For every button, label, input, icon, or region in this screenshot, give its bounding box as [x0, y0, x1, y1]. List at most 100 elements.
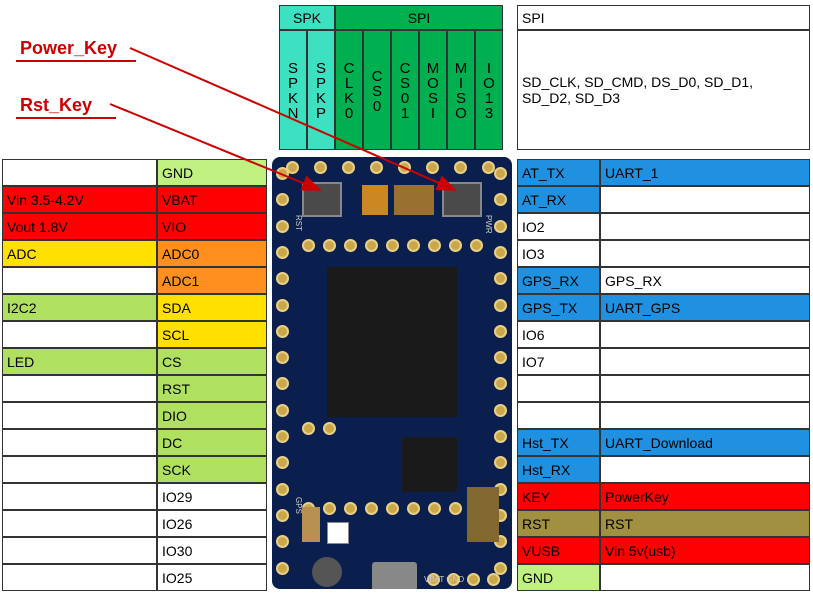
solder-pad — [276, 299, 289, 312]
top-pin-spkn: SPKN — [279, 30, 307, 150]
solder-pad — [276, 535, 289, 548]
solder-pad — [276, 404, 289, 417]
right-func-cell: UART_Download — [600, 429, 810, 456]
right-pin-cell: Hst_TX — [517, 429, 600, 456]
solder-pad — [365, 239, 378, 252]
solder-pad — [276, 351, 289, 364]
solder-pad — [276, 430, 289, 443]
solder-pad — [344, 502, 357, 515]
solder-pad — [344, 239, 357, 252]
solder-pad — [276, 562, 289, 575]
left-func-cell — [2, 402, 157, 429]
left-pin-cell: DIO — [157, 402, 267, 429]
right-func-cell — [600, 456, 810, 483]
solder-pad — [494, 272, 507, 285]
power-key-label: Power_Key — [20, 38, 117, 59]
usb-port — [372, 562, 417, 589]
left-func-cell — [2, 483, 157, 510]
left-func-cell: Vin 3.5-4.2V — [2, 186, 157, 213]
solder-pad — [323, 422, 336, 435]
solder-pad — [467, 573, 480, 586]
solder-pad — [276, 193, 289, 206]
solder-pad — [454, 161, 467, 174]
solder-pad — [494, 299, 507, 312]
board-led — [327, 522, 349, 544]
left-func-cell — [2, 159, 157, 186]
left-pin-cell: ADC1 — [157, 267, 267, 294]
left-func-cell: I2C2 — [2, 294, 157, 321]
top-sd-desc: SD_CLK, SD_CMD, DS_D0, SD_D1, SD_D2, SD_… — [517, 30, 810, 150]
left-pin-cell: VBAT — [157, 186, 267, 213]
solder-pad — [494, 193, 507, 206]
solder-pad — [323, 502, 336, 515]
solder-pad — [302, 239, 315, 252]
left-pin-cell: VIO — [157, 213, 267, 240]
solder-pad — [494, 430, 507, 443]
solder-pad — [276, 246, 289, 259]
smd-comp — [467, 487, 499, 542]
right-pin-cell: IO6 — [517, 321, 600, 348]
solder-pad — [407, 239, 420, 252]
solder-pad — [428, 502, 441, 515]
solder-pad — [314, 161, 327, 174]
left-pin-cell: SCL — [157, 321, 267, 348]
top-spk-header: SPK — [279, 5, 335, 30]
right-pin-cell: IO2 — [517, 213, 600, 240]
right-func-cell — [600, 348, 810, 375]
pcb-board: RST PWR GPS VBAT GND — [272, 157, 512, 589]
power-button[interactable] — [442, 182, 482, 217]
solder-pad — [386, 239, 399, 252]
top-pin-spkp: SPKP — [307, 30, 335, 150]
smd-comp — [394, 185, 434, 215]
left-func-cell — [2, 510, 157, 537]
solder-pad — [470, 239, 483, 252]
right-pin-cell: GPS_RX — [517, 267, 600, 294]
top-pin-cs0: CS0 — [363, 30, 391, 150]
right-func-cell — [600, 321, 810, 348]
right-pin-cell: GND — [517, 564, 600, 591]
right-pin-cell: VUSB — [517, 537, 600, 564]
right-func-cell: UART_GPS — [600, 294, 810, 321]
right-pin-cell: KEY — [517, 483, 600, 510]
top-pin-cs01: CS01 — [391, 30, 419, 150]
right-func-cell — [600, 375, 810, 402]
rst-button[interactable] — [302, 182, 342, 217]
board-text-rst: RST — [294, 215, 303, 231]
left-func-cell: Vout 1.8V — [2, 213, 157, 240]
left-pin-cell: DC — [157, 429, 267, 456]
solder-pad — [276, 325, 289, 338]
right-pin-cell: GPS_TX — [517, 294, 600, 321]
left-func-cell — [2, 267, 157, 294]
solder-pad — [398, 161, 411, 174]
sd-line1: SD_CLK, SD_CMD, DS_D0, SD_D1, — [522, 74, 753, 90]
solder-pad — [276, 220, 289, 233]
right-func-cell — [600, 186, 810, 213]
right-func-cell: GPS_RX — [600, 267, 810, 294]
solder-pad — [487, 573, 500, 586]
top-left-blank — [2, 150, 267, 159]
left-func-cell — [2, 456, 157, 483]
solder-pad — [494, 377, 507, 390]
solder-pad — [494, 325, 507, 338]
right-func-cell — [600, 564, 810, 591]
top-spi-desc: SPI — [517, 5, 810, 30]
solder-pad — [494, 456, 507, 469]
main-chip — [327, 267, 457, 417]
left-func-cell — [2, 321, 157, 348]
left-func-cell: LED — [2, 348, 157, 375]
smd-comp — [362, 185, 388, 215]
rst-key-label: Rst_Key — [20, 95, 92, 116]
solder-pad — [494, 167, 507, 180]
left-pin-cell: SDA — [157, 294, 267, 321]
solder-pad — [370, 161, 383, 174]
top-pin-miso: MISO — [447, 30, 475, 150]
right-pin-cell — [517, 375, 600, 402]
small-chip — [402, 437, 457, 492]
underline — [16, 60, 136, 62]
solder-pad — [494, 246, 507, 259]
right-func-cell: RST — [600, 510, 810, 537]
left-func-cell — [2, 564, 157, 591]
right-func-cell — [600, 240, 810, 267]
right-func-cell: Vin 5v(usb) — [600, 537, 810, 564]
solder-pad — [276, 483, 289, 496]
